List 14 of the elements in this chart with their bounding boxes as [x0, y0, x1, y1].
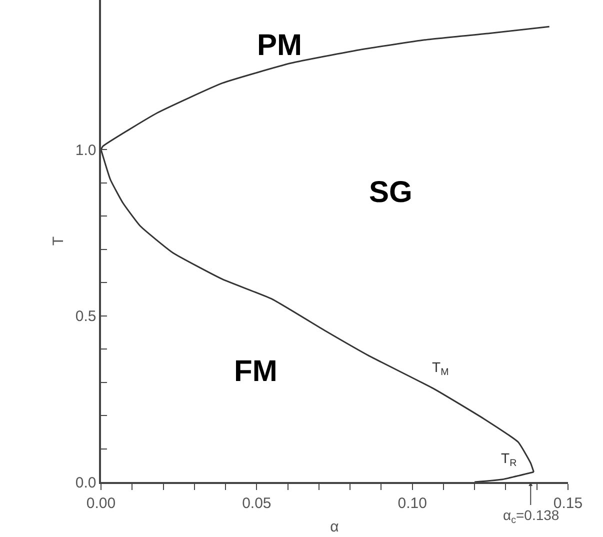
annotation: PM [257, 29, 302, 62]
y-axis-title: T [50, 236, 68, 246]
x-axis-title: α [330, 518, 340, 536]
x-tick-label: 0.00 [86, 494, 116, 512]
y-tick-label: 0.5 [75, 308, 96, 326]
x-tick-label: 0.05 [242, 494, 272, 512]
annotation: SG [369, 176, 412, 209]
y-tick-label: 0.0 [75, 474, 96, 492]
annotation: FM [234, 355, 278, 388]
y-tick-label: 1.0 [75, 142, 96, 159]
x-tick-label: 0.10 [398, 494, 427, 512]
series-label: T$_{M}$ [432, 359, 449, 378]
series-label: T$_{R}$ [501, 450, 517, 469]
annotation: α$_{c}$=0.138 [503, 507, 560, 526]
